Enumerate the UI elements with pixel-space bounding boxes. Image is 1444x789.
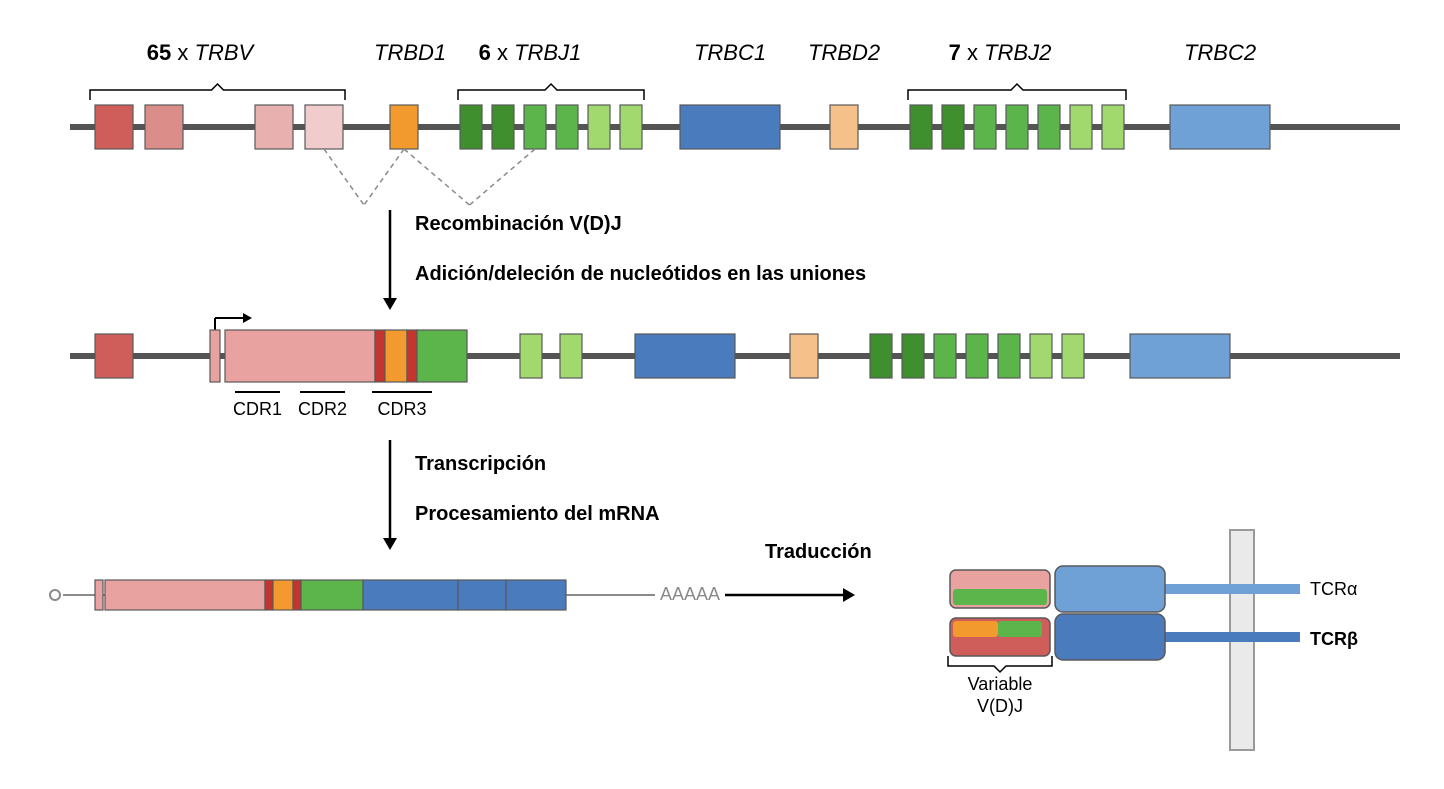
svg-text:TCRα: TCRα: [1310, 579, 1357, 599]
svg-text:TRBC1: TRBC1: [694, 40, 766, 65]
svg-text:Transcripción: Transcripción: [415, 453, 546, 475]
svg-text:AAAAA: AAAAA: [660, 584, 720, 604]
svg-text:Variable: Variable: [968, 674, 1033, 694]
svg-text:CDR2: CDR2: [298, 399, 347, 419]
svg-text:V(D)J: V(D)J: [977, 696, 1023, 716]
svg-text:TCRβ: TCRβ: [1310, 629, 1358, 649]
svg-text:Adición/deleción de nucleótido: Adición/deleción de nucleótidos en las u…: [415, 263, 866, 285]
label-trbd1: TRBD1: [374, 40, 446, 65]
svg-text:CDR1: CDR1: [233, 399, 282, 419]
svg-text:CDR3: CDR3: [377, 399, 426, 419]
svg-text:TRBD2: TRBD2: [808, 40, 880, 65]
svg-text:Procesamiento del mRNA: Procesamiento del mRNA: [415, 503, 660, 525]
svg-text:TRBC2: TRBC2: [1184, 40, 1256, 65]
svg-text:Traducción: Traducción: [765, 541, 872, 563]
step-recombination: Recombinación V(D)J: [415, 213, 622, 235]
svg-text:6 x TRBJ1: 6 x TRBJ1: [479, 40, 582, 65]
label-trbv: 65 x TRBV: [147, 40, 256, 65]
svg-text:7 x TRBJ2: 7 x TRBJ2: [949, 40, 1052, 65]
